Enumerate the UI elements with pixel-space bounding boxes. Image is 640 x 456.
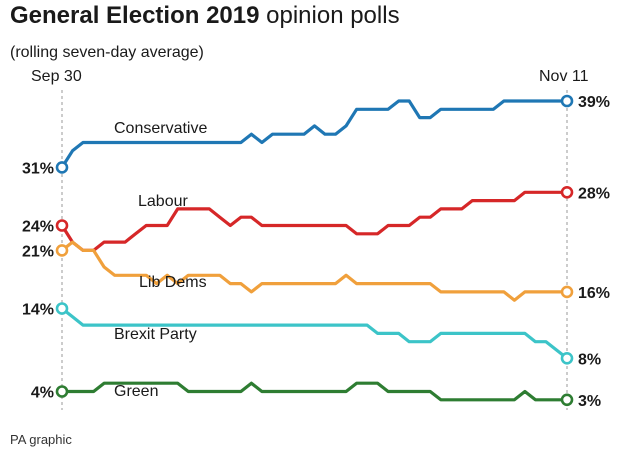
lib-dems-end-marker [560,285,574,299]
conservative-start-value: 31% [22,160,54,177]
conservative-end-marker [560,94,574,108]
green-start-value: 4% [31,385,54,402]
lib-dems-end-value: 16% [578,285,610,302]
brexit-party-line [60,306,569,360]
lib-dems-series-label: Lib Dems [139,274,207,291]
source-credit: PA graphic [10,432,72,447]
x-end-label: Nov 11 [539,68,589,85]
chart-subtitle: (rolling seven-day average) [10,44,204,61]
labour-start-value: 24% [22,219,54,236]
green-end-marker [560,393,574,407]
green-start-marker [55,385,69,398]
labour-line [60,190,569,252]
brexit-party-start-value: 14% [22,302,54,319]
labour-end-value: 28% [578,185,610,202]
chart-title: General Election 2019 opinion polls [10,2,400,29]
conservative-start-marker [55,161,69,174]
lib-dems-start-value: 21% [22,243,54,260]
conservative-series-label: Conservative [114,120,207,137]
brexit-party-end-marker [560,351,574,365]
lib-dems-start-marker [55,244,69,257]
labour-start-marker [55,219,69,232]
brexit-party-end-value: 8% [578,351,601,368]
brexit-party-start-marker [55,302,69,315]
lib-dems-line [60,240,569,302]
x-start-label: Sep 30 [31,68,82,85]
green-line [60,381,569,402]
conservative-line [60,99,569,169]
conservative-end-value: 39% [578,94,610,111]
labour-series-label: Labour [138,193,188,210]
green-series-label: Green [114,383,158,400]
green-end-value: 3% [578,393,601,410]
brexit-party-series-label: Brexit Party [114,326,197,343]
labour-end-marker [560,186,574,199]
